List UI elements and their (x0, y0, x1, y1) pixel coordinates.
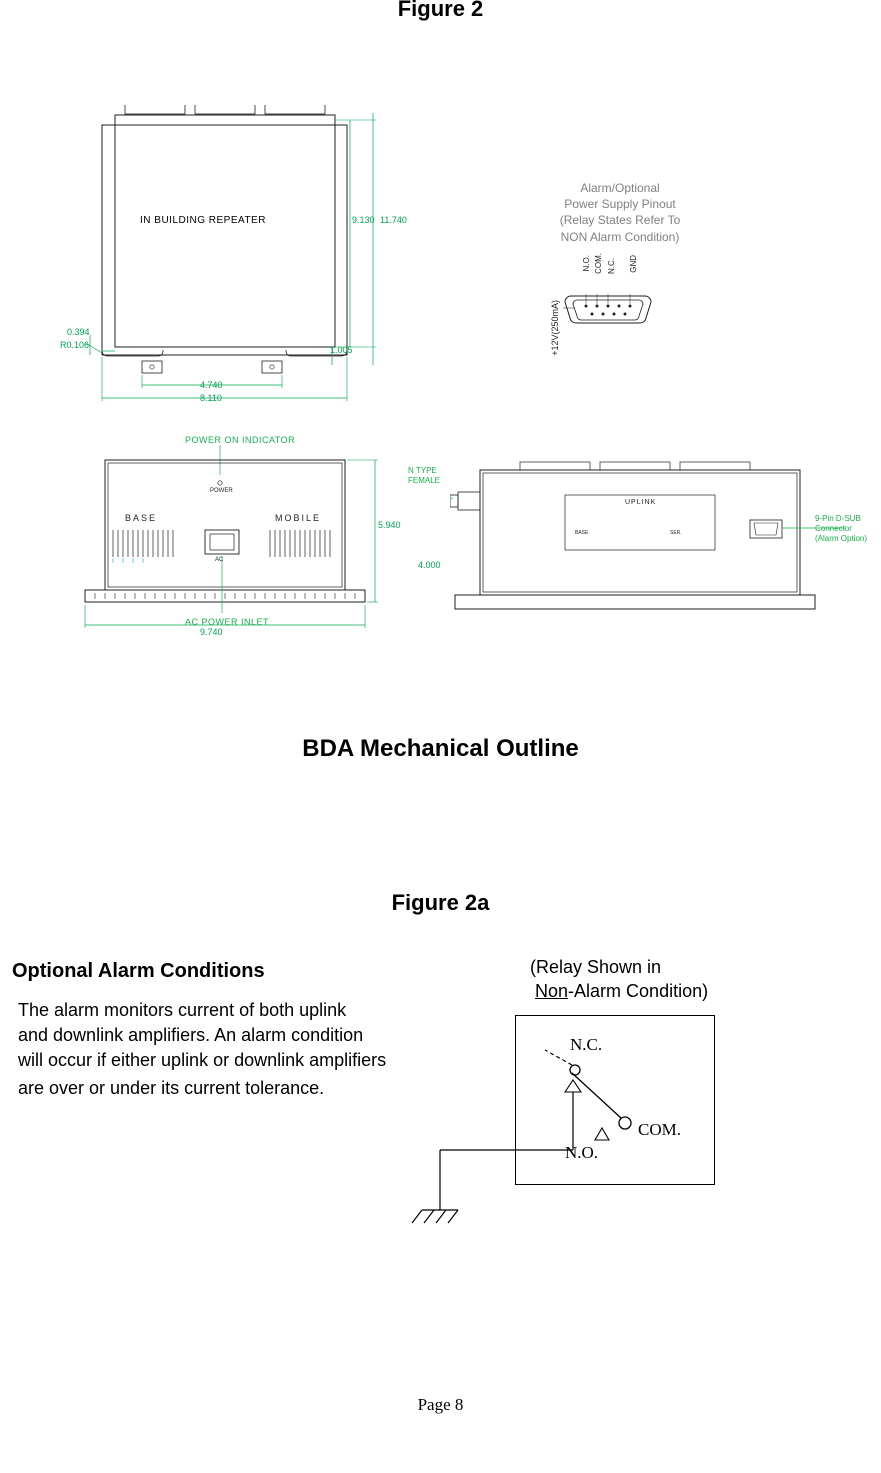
bda-caption: BDA Mechanical Outline (0, 735, 881, 763)
pin-12v: +12V(250mA) (550, 300, 560, 356)
power-indicator-anno: POWER ON INDICATOR (185, 435, 295, 445)
relay-note: (Relay Shown in Non-Alarm Condition) (530, 955, 708, 1004)
dsub-l2: Connector (815, 524, 867, 534)
dim-hole-r: R0.106 (60, 340, 89, 350)
dim-depth2: 11.740 (380, 215, 407, 225)
emb-ser: SER. (670, 530, 682, 536)
relay-nc-label: N.C. (570, 1035, 602, 1055)
dim-inner-w: 4.740 (200, 380, 223, 390)
emb-base: BASE (575, 530, 588, 536)
front-height-dim: 5.940 (378, 520, 401, 530)
dim-left-offset: 0.394 (67, 327, 90, 337)
page-number: Page 8 (0, 1395, 881, 1415)
front-width-dim: 9.740 (200, 627, 223, 637)
relay-note-l1: (Relay Shown in (530, 955, 708, 979)
dsub-l1: 9-Pin D-SUB (815, 514, 867, 524)
power-label: POWER (210, 488, 233, 494)
ac-label: AC (215, 557, 223, 563)
connector-title-l1: Alarm/Optional (510, 180, 730, 196)
connector-title-l3: (Relay States Refer To (510, 212, 730, 228)
uplink-label: UPLINK (625, 499, 656, 506)
connector-title-l4: NON Alarm Condition) (510, 229, 730, 245)
dsub-connector-icon (563, 288, 663, 333)
top-view-label: IN BUILDING REPEATER (140, 215, 266, 226)
side-view-drawing (450, 455, 850, 635)
pin-no: N.O. (582, 255, 591, 271)
alarm-body-l2: and downlink amplifiers. An alarm condit… (18, 1023, 386, 1048)
ntype-l1: N TYPE (408, 466, 440, 476)
side-depth-dim: 4.000 (418, 560, 441, 570)
dsub-l3: (Alarm Option) (815, 534, 867, 544)
alarm-body-l3: will occur if either uplink or downlink … (18, 1048, 386, 1073)
relay-note-l2: Non-Alarm Condition) (530, 979, 708, 1003)
dim-width: 8.110 (200, 393, 222, 403)
connector-title: Alarm/Optional Power Supply Pinout (Rela… (510, 180, 730, 245)
ntype-l2: FEMALE (408, 476, 440, 486)
alarm-body: The alarm monitors current of both uplin… (18, 998, 386, 1101)
connector-title-l2: Power Supply Pinout (510, 196, 730, 212)
figure-2a-title: Figure 2a (0, 890, 881, 916)
relay-com-label: COM. (638, 1120, 681, 1140)
dsub-anno: 9-Pin D-SUB Connector (Alarm Option) (815, 514, 867, 544)
relay-note-non: Non (535, 981, 568, 1001)
dim-depth1: 9.130 (352, 215, 375, 225)
pin-com: COM. (594, 253, 603, 274)
pin-nc: N.C. (607, 258, 616, 274)
dim-bscale: 1.005 (330, 345, 353, 355)
figure-2-title: Figure 2 (0, 0, 881, 22)
alarm-body-l1: The alarm monitors current of both uplin… (18, 998, 386, 1023)
alarm-heading: Optional Alarm Conditions (12, 960, 265, 983)
mobile-label: MOBILE (275, 513, 321, 523)
relay-note-rest: -Alarm Condition) (568, 981, 708, 1001)
top-view-drawing (80, 105, 380, 435)
relay-no-label: N.O. (565, 1143, 598, 1163)
base-label: BASE (125, 513, 157, 523)
ntype-anno: N TYPE FEMALE (408, 466, 440, 485)
ac-inlet-anno: AC POWER INLET (185, 617, 269, 627)
pin-gnd: GND (629, 255, 638, 273)
alarm-body-l4: are over or under its current tolerance. (18, 1076, 386, 1101)
